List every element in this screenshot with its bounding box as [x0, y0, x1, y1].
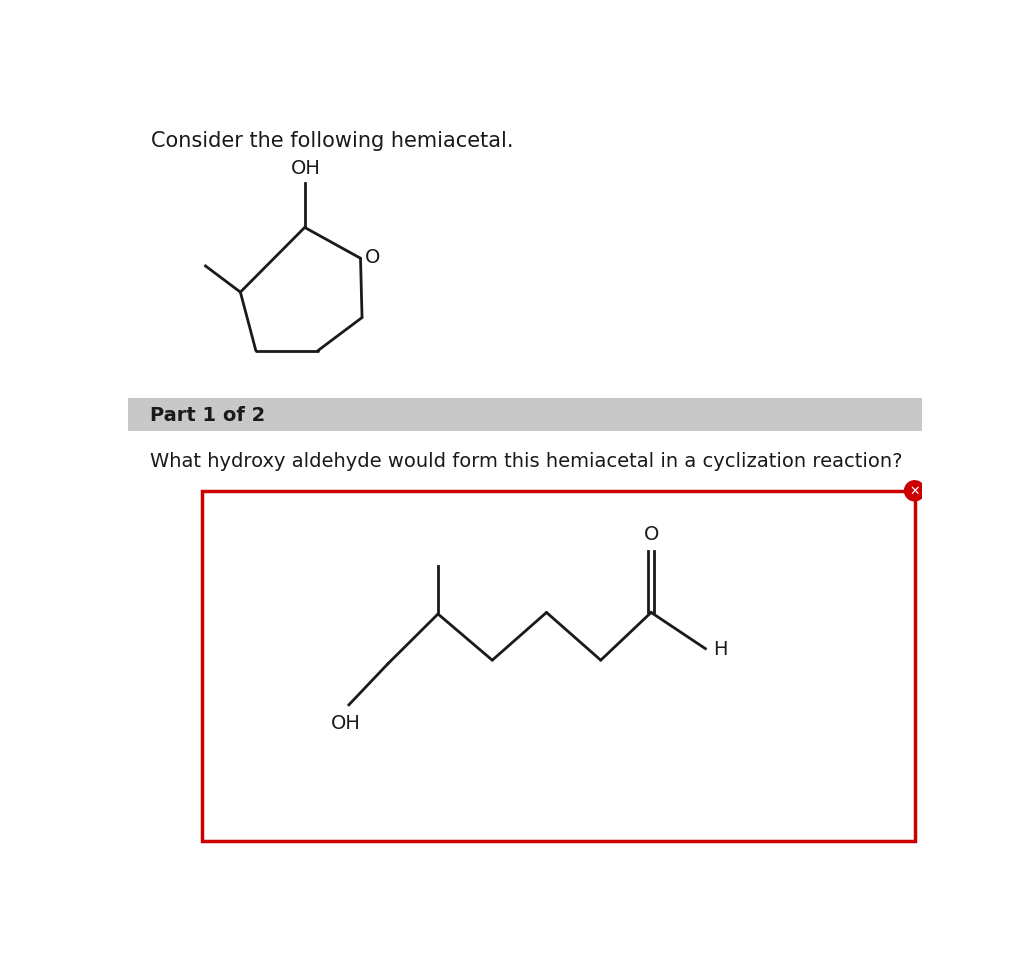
Text: O: O: [366, 248, 381, 267]
Text: OH: OH: [331, 713, 360, 732]
Bar: [128, 399, 922, 432]
Text: OH: OH: [291, 158, 322, 177]
Text: Part 1 of 2: Part 1 of 2: [150, 406, 265, 425]
Text: H: H: [713, 639, 728, 659]
Text: Consider the following hemiacetal.: Consider the following hemiacetal.: [152, 132, 514, 152]
Text: ✕: ✕: [909, 485, 920, 497]
Circle shape: [904, 481, 925, 501]
Text: O: O: [643, 524, 658, 543]
Bar: [202, 491, 914, 841]
Text: What hydroxy aldehyde would form this hemiacetal in a cyclization reaction?: What hydroxy aldehyde would form this he…: [150, 452, 902, 470]
